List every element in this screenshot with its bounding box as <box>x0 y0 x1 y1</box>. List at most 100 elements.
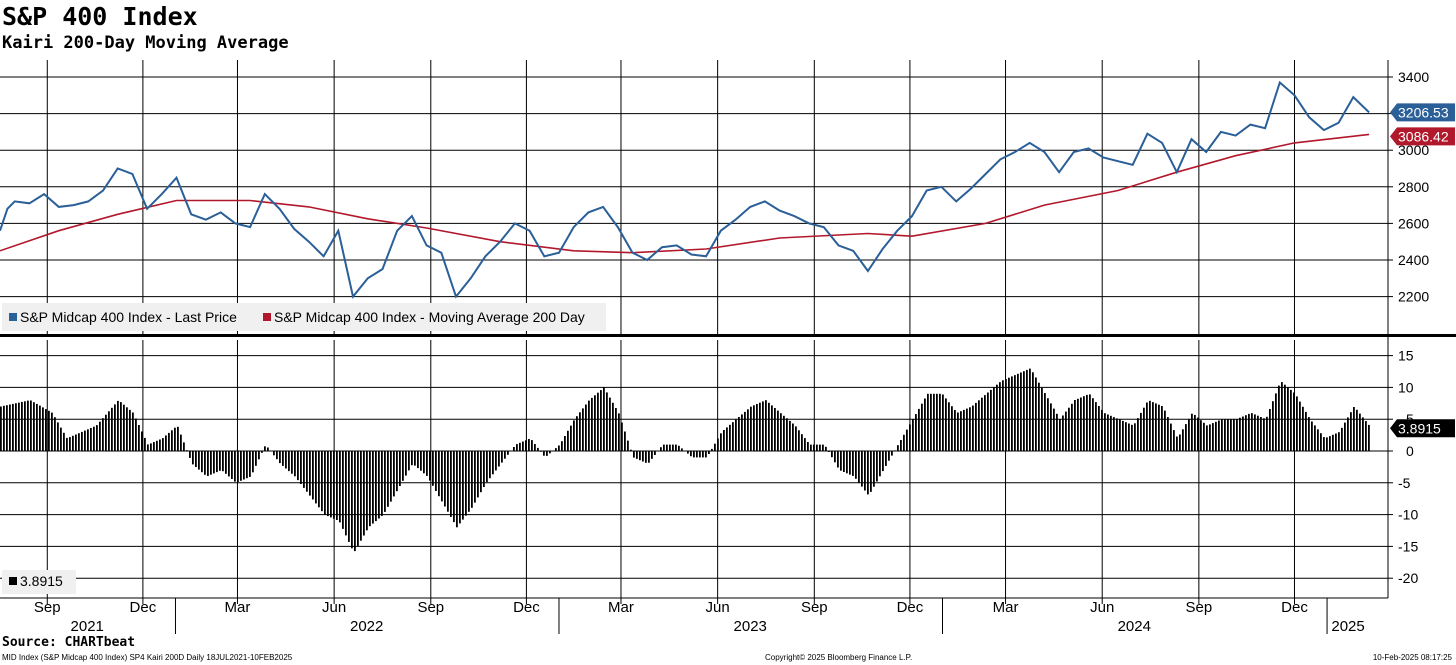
kairi-bar <box>1191 413 1193 451</box>
price-last-value-bg <box>1390 103 1455 122</box>
kairi-bar <box>195 451 197 467</box>
kairi-bar <box>930 393 932 451</box>
kairi-bar <box>231 451 233 479</box>
kairi-bar <box>738 417 740 451</box>
kairi-bar <box>354 451 356 552</box>
kairi-bar <box>84 430 86 451</box>
kairi-bar <box>642 451 644 462</box>
kairi-bar <box>759 402 761 451</box>
kairi-bar <box>252 451 254 473</box>
y-tick-label-bottom: 10 <box>1398 379 1414 395</box>
kairi-bar <box>753 405 755 451</box>
kairi-bar <box>1068 407 1070 451</box>
kairi-bar <box>918 408 920 451</box>
kairi-bar <box>0 406 2 451</box>
kairi-bar <box>729 424 731 451</box>
kairi-bar <box>267 447 269 451</box>
kairi-bar <box>519 442 521 451</box>
kairi-bar <box>831 451 833 458</box>
kairi-bar <box>237 451 239 483</box>
kairi-bar <box>861 451 863 487</box>
kairi-bar <box>402 451 404 481</box>
kairi-bar <box>897 445 899 451</box>
kairi-bar <box>420 451 422 471</box>
kairi-bar <box>441 451 443 502</box>
last-value-tags: 3206.53 3086.42 3.8915 <box>1390 103 1455 438</box>
kairi-bar <box>948 402 950 451</box>
kairi-bar <box>1242 416 1244 451</box>
kairi-bar <box>633 451 635 458</box>
kairi-bar <box>1119 419 1121 451</box>
kairi-bar <box>603 387 605 451</box>
kairi-bar <box>867 451 869 495</box>
kairi-bar <box>798 430 800 451</box>
kairi-bar <box>1281 382 1283 451</box>
kairi-bar <box>156 440 158 451</box>
price-last-value: 3206.53 <box>1398 104 1449 120</box>
kairi-bar <box>48 410 50 451</box>
kairi-bar <box>726 427 728 451</box>
kairi-bar <box>1209 424 1211 451</box>
kairi-bar <box>1359 413 1361 451</box>
kairi-bar <box>783 415 785 451</box>
kairi-bar <box>822 444 824 451</box>
kairi-bar <box>33 402 35 451</box>
kairi-bar <box>495 451 497 471</box>
kairi-bar <box>174 427 176 451</box>
kairi-bar <box>396 451 398 492</box>
kairi-bar <box>306 451 308 492</box>
kairi-bar <box>837 451 839 468</box>
kairi-bar <box>531 440 533 451</box>
moving-average-path <box>0 133 1370 254</box>
kairi-bar <box>666 444 668 451</box>
kairi-bar <box>165 435 167 451</box>
kairi-bar <box>222 451 224 472</box>
kairi-bar <box>921 403 923 451</box>
kairi-bar <box>123 404 125 451</box>
y-tick-label-bottom: 15 <box>1398 348 1414 364</box>
kairi-bar <box>207 451 209 476</box>
kairi-bar <box>792 423 794 451</box>
kairi-bar <box>1080 397 1082 451</box>
kairi-bar <box>381 451 383 516</box>
kairi-bar <box>363 451 365 536</box>
x-year-label: 2024 <box>1118 618 1151 635</box>
kairi-bar <box>660 447 662 451</box>
kairi-bar <box>1038 382 1040 451</box>
kairi-bar <box>1218 420 1220 451</box>
kairi-bar <box>1056 413 1058 451</box>
ma-last-value-bg <box>1390 127 1455 146</box>
kairi-bar <box>906 429 908 451</box>
kairi-bar <box>318 451 320 508</box>
kairi-bar <box>1278 385 1280 451</box>
y-tick-label-bottom: 0 <box>1406 443 1414 459</box>
kairi-bar <box>117 400 119 451</box>
kairi-bar <box>609 397 611 451</box>
kairi-bar <box>144 437 146 451</box>
kairi-bar <box>387 451 389 507</box>
kairi-bar <box>588 400 590 451</box>
kairi-bar <box>672 444 674 451</box>
kairi-bar <box>6 405 8 451</box>
y-tick-label-top: 2200 <box>1398 289 1429 305</box>
kairi-bar <box>1095 402 1097 451</box>
kairi-bar <box>900 440 902 451</box>
kairi-bar <box>444 451 446 507</box>
kairi-bar <box>1032 372 1034 451</box>
kairi-bar <box>75 434 77 451</box>
kairi-bar <box>372 451 374 524</box>
kairi-bar <box>489 451 491 479</box>
x-month-label: Mar <box>608 599 634 616</box>
kairi-bar <box>699 451 701 458</box>
x-year-label: 2022 <box>350 618 383 635</box>
kairi-bar <box>240 451 242 481</box>
kairi-bar <box>378 451 380 519</box>
kairi-bar <box>150 443 152 451</box>
kairi-bar <box>366 451 368 531</box>
kairi-bar <box>516 444 518 451</box>
kairi-bar <box>120 402 122 451</box>
kairi-bar <box>30 400 32 451</box>
kairi-bar <box>1227 419 1229 451</box>
kairi-bar <box>1140 412 1142 451</box>
kairi-bar <box>450 451 452 517</box>
